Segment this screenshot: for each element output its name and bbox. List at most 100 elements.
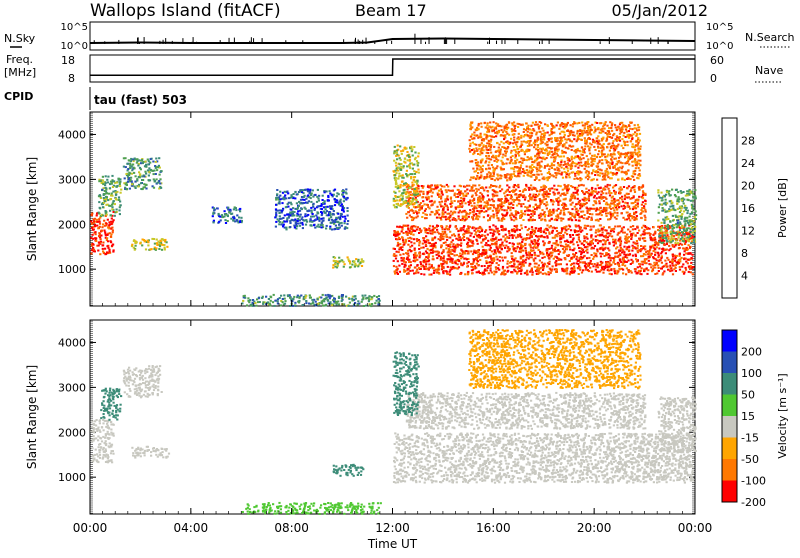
power-echo-cell [566, 246, 568, 248]
power-echo-cell [120, 189, 122, 191]
power-echo-cell [398, 251, 400, 253]
power-echo-cell [354, 302, 356, 304]
power-echo-cell [637, 206, 639, 208]
power-echo-cell [467, 201, 469, 203]
power-echo-cell [468, 185, 470, 187]
power-echo-cell [668, 236, 670, 238]
power-echo-cell [476, 271, 478, 273]
power-echo-cell [616, 252, 618, 254]
power-echo-cell [461, 201, 463, 203]
power-echo-cell [606, 266, 608, 268]
power-echo-cell [575, 203, 577, 205]
power-echo-cell [513, 262, 515, 264]
power-echo-cell [530, 184, 532, 186]
power-echo-cell [421, 196, 423, 198]
power-echo-cell [262, 301, 264, 303]
power-echo-cell [329, 228, 331, 230]
power-echo-cell [602, 231, 604, 233]
power-echo-cell [413, 242, 415, 244]
power-echo-cell [440, 188, 442, 190]
power-echo-cell [109, 251, 111, 253]
power-echo-cell [284, 303, 286, 305]
power-echo-cell [658, 270, 660, 272]
power-echo-cell [683, 254, 685, 256]
power-echo-cell [344, 222, 346, 224]
power-echo-cell [460, 262, 462, 264]
power-echo-cell [343, 196, 345, 198]
power-echo-cell [136, 158, 138, 160]
power-echo-cell [349, 263, 351, 265]
power-echo-cell [612, 228, 614, 230]
power-echo-cell [111, 183, 113, 185]
power-echo-cell [631, 250, 633, 252]
power-echo-cell [552, 227, 554, 229]
power-echo-cell [619, 225, 621, 227]
power-echo-cell [532, 219, 534, 221]
power-echo-cell [448, 252, 450, 254]
power-echo-cell [491, 198, 493, 200]
power-echo-cell [332, 220, 334, 222]
power-echo-cell [611, 197, 613, 199]
power-echo-cell [436, 257, 438, 259]
power-echo-cell [425, 235, 427, 237]
power-echo-cell [478, 264, 480, 266]
power-echo-cell [452, 243, 454, 245]
power-echo-cell [654, 273, 656, 275]
power-echo-cell [589, 213, 591, 215]
power-echo-cell [628, 250, 630, 252]
power-echo-cell [295, 222, 297, 224]
power-echo-cell [99, 253, 101, 255]
power-echo-cell [471, 266, 473, 268]
power-echo-cell [654, 264, 656, 266]
power-echo-cell [529, 194, 531, 196]
power-echo-cell [322, 199, 324, 201]
power-echo-cell [393, 265, 395, 267]
power-echo-cell [445, 216, 447, 218]
power-echo-cell [469, 209, 471, 211]
power-echo-cell [471, 205, 473, 207]
power-ytick-label: 4000 [58, 128, 86, 141]
power-echo-cell [410, 261, 412, 263]
power-echo-cell [583, 240, 585, 242]
power-echo-cell [646, 228, 648, 230]
power-echo-cell [619, 193, 621, 195]
power-echo-cell [320, 205, 322, 207]
power-echo-cell [148, 167, 150, 169]
power-echo-cell [572, 234, 574, 236]
power-echo-cell [664, 260, 666, 262]
power-echo-cell [544, 229, 546, 231]
power-echo-cell [584, 203, 586, 205]
power-echo-cell [438, 214, 440, 216]
power-echo-cell [536, 236, 538, 238]
power-echo-cell [292, 211, 294, 213]
power-echo-cell [514, 184, 516, 186]
power-echo-cell [528, 254, 530, 256]
power-echo-cell [305, 219, 307, 221]
power-echo-cell [137, 165, 139, 167]
power-echo-cell [575, 252, 577, 254]
power-echo-cell [602, 188, 604, 190]
power-echo-cell [563, 212, 565, 214]
power-echo-cell [454, 251, 456, 253]
power-echo-cell [661, 255, 663, 257]
power-echo-cell [621, 205, 623, 207]
power-echo-cell [501, 206, 503, 208]
power-echo-cell [410, 238, 412, 240]
power-echo-cell [634, 242, 636, 244]
power-echo-cell [520, 236, 522, 238]
power-echo-cell [654, 244, 656, 246]
power-echo-cell [577, 198, 579, 200]
power-echo-cell [492, 224, 494, 226]
power-echo-cell [102, 215, 104, 217]
power-echo-cell [104, 200, 106, 202]
power-echo-cell [539, 251, 541, 253]
power-echo-cell [496, 248, 498, 250]
power-echo-cell [433, 272, 435, 274]
power-echo-cell [525, 226, 527, 228]
power-echo-cell [661, 262, 663, 264]
power-echo-cell [644, 219, 646, 221]
power-echo-cell [212, 213, 214, 215]
power-echo-cell [455, 225, 457, 227]
power-echo-cell [483, 216, 485, 218]
power-echo-cell [522, 191, 524, 193]
